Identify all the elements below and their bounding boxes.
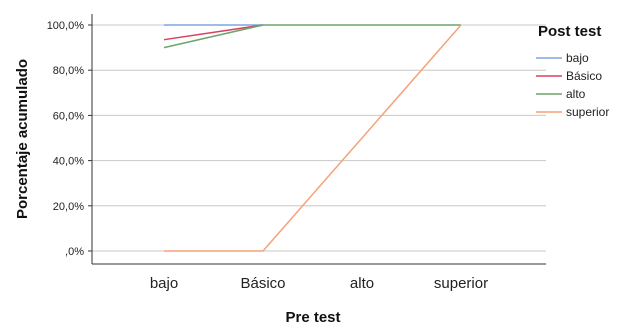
y-tick-label: 80,0% — [53, 65, 84, 77]
series-line — [164, 24, 462, 252]
y-tick-label: ,0% — [65, 246, 84, 258]
y-tick-label: 20,0% — [53, 201, 84, 213]
x-tick-label: Básico — [240, 275, 285, 292]
series-line — [163, 24, 461, 49]
x-tick-label: bajo — [150, 275, 178, 292]
gridlines — [92, 24, 546, 252]
legend: Post test bajo Básico alto superior — [536, 23, 609, 119]
axes — [91, 14, 546, 265]
x-tick-labels: bajo Básico alto superior — [150, 275, 488, 292]
series-line — [163, 24, 264, 41]
x-axis-title: Pre test — [285, 309, 340, 326]
legend-label: bajo — [566, 51, 589, 65]
legend-label: Básico — [566, 69, 602, 83]
legend-label: superior — [566, 105, 609, 119]
x-tick-label: superior — [434, 275, 488, 292]
series-lines — [163, 24, 462, 252]
y-tick-label: 100,0% — [47, 20, 85, 32]
y-tick-labels: ,0% 20,0% 40,0% 60,0% 80,0% 100,0% — [47, 20, 92, 258]
x-tick-label: alto — [350, 275, 374, 292]
y-tick-label: 60,0% — [53, 110, 84, 122]
y-tick-label: 40,0% — [53, 156, 84, 168]
legend-title: Post test — [538, 23, 601, 40]
legend-label: alto — [566, 87, 586, 101]
y-axis-title: Porcentaje acumulado — [14, 59, 31, 219]
